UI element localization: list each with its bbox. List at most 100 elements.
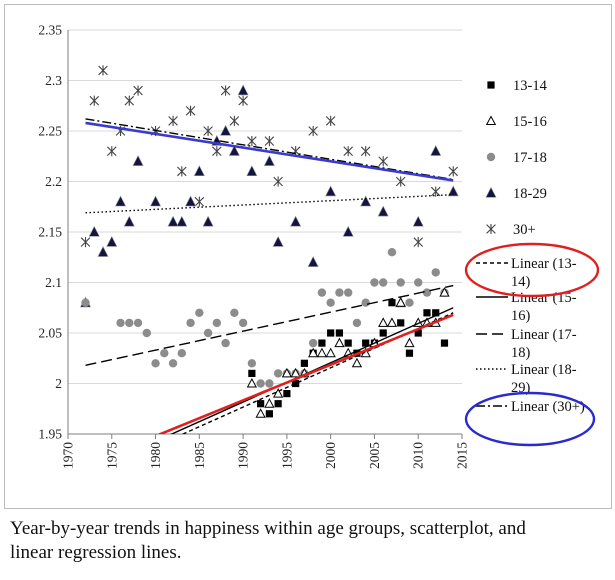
- data-point-triangle: [430, 145, 442, 156]
- data-point-circle: [361, 298, 370, 307]
- data-point-asterisk: [238, 95, 248, 106]
- data-point-circle: [326, 298, 335, 307]
- legend-trendline-label: Linear (18-29): [511, 362, 577, 396]
- data-point-circle: [256, 379, 265, 388]
- data-point-square: [440, 339, 449, 347]
- data-point-circle: [317, 288, 327, 297]
- data-point-circle: [396, 278, 405, 287]
- trendline-layer: [85, 118, 454, 434]
- x-tick-label: 2015: [455, 442, 470, 469]
- data-point-circle: [273, 369, 283, 378]
- data-point-triangle: [237, 84, 249, 96]
- data-point-square: [379, 329, 387, 337]
- legend-trendline-label: Linear (13-14): [511, 256, 577, 290]
- data-point-asterisk: [395, 176, 406, 187]
- y-tick-label: 2.1: [45, 275, 62, 290]
- data-point-open-triangle: [378, 317, 389, 327]
- data-point-triangle: [325, 185, 337, 197]
- x-tick-label: 1990: [236, 442, 251, 469]
- data-point-open-triangle: [439, 287, 450, 297]
- highlighted-trendline: [157, 313, 454, 434]
- scatter-chart: 1.95 2 2.05 2.1 2.15 2.2 2.25 2.3 2.35 1970 1975 19…: [38, 23, 600, 469]
- x-tick-label: 1980: [148, 442, 163, 469]
- data-point-square: [257, 400, 265, 408]
- data-point-triangle: [150, 195, 162, 207]
- data-point-triangle: [412, 215, 424, 227]
- data-point-circle: [151, 359, 160, 368]
- data-point-square: [414, 329, 422, 337]
- y-tick-label: 2.2: [45, 174, 62, 189]
- data-point-circle: [308, 338, 318, 348]
- data-point-asterisk: [106, 146, 117, 157]
- data-point-square: [335, 329, 344, 337]
- data-point-asterisk: [89, 95, 100, 106]
- data-point-asterisk: [378, 156, 388, 167]
- data-point-circle: [238, 318, 248, 328]
- data-point-square: [397, 319, 405, 327]
- figure-caption: Year-by-year trends in happiness within …: [10, 518, 526, 563]
- data-point-asterisk: [203, 125, 213, 137]
- data-point-asterisk: [343, 146, 353, 157]
- data-point-triangle: [263, 155, 275, 166]
- data-point-asterisk: [124, 95, 135, 106]
- data-point-asterisk: [177, 166, 187, 177]
- data-point-circle: [370, 278, 379, 287]
- data-point-circle: [247, 359, 257, 368]
- data-point-circle: [125, 318, 134, 328]
- data-point-square: [327, 329, 335, 337]
- data-point-triangle: [176, 215, 188, 227]
- y-tick-label: 2.05: [38, 326, 62, 341]
- data-point-triangle: [106, 235, 118, 247]
- data-point-open-triangle: [281, 367, 293, 378]
- data-point-triangle: [485, 186, 497, 198]
- data-point-open-triangle: [334, 337, 345, 348]
- data-point-asterisk: [264, 136, 275, 147]
- legend-series-label: 13-14: [513, 78, 548, 94]
- legend-trendline-label: Linear (30+): [511, 399, 585, 415]
- x-tick-label: 1995: [279, 442, 294, 469]
- data-point-triangle: [246, 165, 258, 176]
- data-point-asterisk: [229, 115, 240, 126]
- legend-highlight-ellipse: [464, 242, 600, 298]
- data-point-triangle: [123, 215, 135, 227]
- data-point-triangle: [202, 215, 214, 227]
- data-point-open-triangle: [316, 347, 328, 358]
- data-point-circle: [343, 288, 353, 297]
- data-point-triangle: [307, 256, 319, 267]
- data-point-square: [274, 400, 282, 408]
- y-tick-label: 2.15: [38, 225, 62, 240]
- legend-series-label: 30+: [513, 222, 536, 238]
- data-point-square: [248, 369, 256, 377]
- legend-highlight-ellipse: [464, 391, 596, 447]
- data-point-triangle: [272, 235, 284, 247]
- data-point-open-triangle: [246, 377, 258, 388]
- data-point-triangle: [88, 225, 100, 237]
- data-point-triangle: [115, 195, 127, 207]
- data-point-circle: [116, 318, 125, 328]
- data-point-asterisk: [247, 136, 257, 147]
- data-point-open-triangle: [264, 398, 275, 408]
- data-point-triangle: [193, 165, 205, 176]
- data-point-circle: [405, 298, 414, 307]
- data-point-asterisk: [220, 85, 231, 96]
- data-point-triangle: [290, 215, 302, 227]
- y-tick-label: 2.3: [45, 73, 62, 88]
- data-point-circle: [387, 248, 397, 257]
- data-point-circle: [414, 278, 423, 287]
- data-point-triangle: [377, 205, 389, 217]
- data-point-circle: [431, 268, 440, 277]
- legend-trendline-label: Linear (17-18): [511, 327, 577, 361]
- x-tick-label: 1975: [104, 442, 119, 469]
- data-point-open-triangle: [308, 347, 319, 358]
- data-point-triangle: [167, 215, 179, 227]
- data-point-open-triangle: [351, 357, 363, 368]
- data-point-triangle: [185, 195, 197, 207]
- data-point-asterisk: [185, 105, 196, 116]
- y-tick-label: 2.25: [38, 124, 62, 139]
- data-point-triangle: [342, 225, 354, 237]
- data-point-circle: [186, 318, 195, 328]
- data-point-triangle: [447, 185, 459, 197]
- data-point-circle: [212, 318, 222, 328]
- y-tick-label: 1.95: [38, 427, 62, 442]
- data-point-square: [300, 359, 308, 367]
